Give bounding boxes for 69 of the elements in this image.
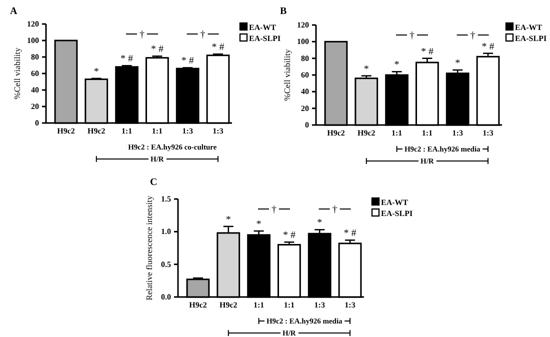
x-tick-label: H9c2 [189, 300, 207, 310]
data-label: * [226, 214, 231, 226]
y-tick-label: 100 [27, 36, 39, 46]
legend-label: EA-SLPI [381, 209, 413, 218]
data-label: * # [282, 230, 296, 242]
y-tick-label: 1.5 [161, 194, 171, 204]
x-tick-label: 1:1 [284, 300, 295, 310]
y-tick-label: 0.5 [161, 260, 171, 269]
y-tick-label: 40 [301, 87, 309, 96]
annotation: † [200, 30, 206, 40]
y-axis-title: %Cell viability [12, 46, 22, 100]
data-label: * [94, 66, 99, 78]
x-tick-label: 1:3 [482, 128, 494, 138]
chart-title: A [10, 6, 18, 17]
x-tick-label: 1:3 [344, 300, 356, 310]
y-tick-label: 80 [301, 54, 309, 63]
x-tick-label: 1:1 [152, 126, 163, 136]
data-label: * # [482, 41, 494, 52]
y-axis-title: Relative fluorescence intensity [144, 194, 154, 300]
annotation: † [470, 30, 476, 42]
data-label: * [256, 219, 262, 230]
annotation: † [272, 204, 276, 216]
annotation: † [410, 30, 414, 42]
x-tick-label: H9c2 [327, 128, 345, 138]
chart-title: B [280, 6, 287, 17]
data-label: * # [181, 56, 194, 67]
y-tick-label: 20 [31, 102, 39, 112]
x-tick-label: H9c2 [57, 126, 75, 136]
x-tick-label: 1:1 [121, 126, 132, 136]
y-tick-label: 60 [31, 69, 39, 78]
data-label: * # [420, 46, 434, 58]
annotation: † [332, 204, 338, 216]
y-axis-title: %Cell viability [282, 48, 292, 101]
data-label: * [455, 58, 460, 69]
y-tick-label: 0 [35, 118, 39, 128]
y-tick-label: 120 [297, 20, 309, 30]
x-tick-label: 1:3 [182, 126, 193, 136]
x-tick-label: 1:1 [253, 300, 264, 310]
chart-title: C [150, 177, 158, 188]
y-tick-label: 120 [27, 20, 39, 29]
y-tick-label: 0.0 [161, 292, 171, 302]
y-tick-label: 1.0 [161, 227, 171, 236]
legend-label: EA-WT [381, 198, 409, 207]
data-label: * [394, 60, 400, 71]
annotation: † [140, 30, 144, 40]
y-tick-label: 100 [297, 37, 309, 46]
x-tick-label: 1:3 [452, 128, 463, 138]
y-tick-label: 20 [301, 104, 309, 113]
y-tick-label: 60 [301, 70, 309, 80]
data-label: * [364, 64, 369, 75]
x-tick-label: 1:3 [314, 300, 325, 310]
data-label: * [317, 218, 322, 229]
x-tick-label: H9c2 [358, 128, 376, 138]
x-tick-label: 1:1 [422, 128, 433, 138]
y-tick-label: 80 [31, 52, 39, 62]
data-label: * # [150, 44, 164, 56]
x-tick-label: 1:1 [391, 128, 402, 138]
x-tick-label: 1:3 [212, 126, 224, 136]
y-tick-label: 40 [31, 86, 39, 95]
data-label: * # [120, 54, 134, 65]
legend-label: EA-SLPI [515, 34, 547, 43]
y-tick-label: 0 [305, 120, 309, 130]
data-label: * # [344, 228, 356, 240]
legend-label: EA-WT [515, 23, 543, 32]
legend-label: EA-SLPI [249, 34, 281, 43]
legend-label: EA-WT [249, 23, 277, 32]
x-tick-label: H9c2 [88, 126, 106, 136]
x-tick-label: H9c2 [220, 300, 238, 310]
data-label: * # [212, 42, 224, 54]
